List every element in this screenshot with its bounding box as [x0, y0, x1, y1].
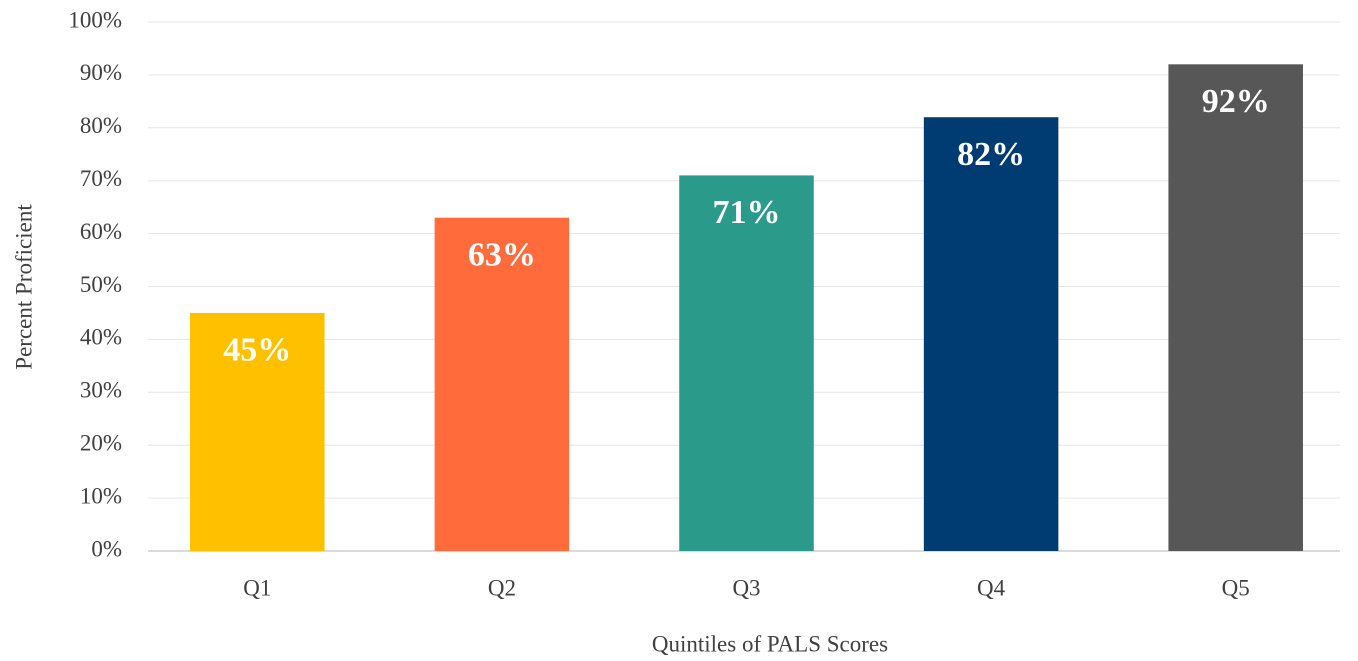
y-tick-label: 30% — [80, 378, 122, 403]
y-tick-label: 10% — [80, 483, 122, 508]
value-label: 71% — [713, 194, 781, 231]
bar — [434, 217, 570, 552]
y-tick-label: 60% — [80, 219, 122, 244]
y-tick-label: 20% — [80, 430, 122, 455]
x-tick-label: Q1 — [243, 575, 271, 600]
x-tick-label: Q3 — [732, 575, 760, 600]
x-axis-label: Quintiles of PALS Scores — [652, 631, 888, 656]
bar — [190, 312, 325, 551]
x-tick-label: Q4 — [977, 575, 1006, 600]
y-tick-label: 70% — [80, 166, 122, 191]
value-label: 92% — [1202, 83, 1270, 120]
y-tick-label: 90% — [80, 60, 122, 85]
value-label: 45% — [223, 332, 291, 369]
x-tick-label: Q2 — [488, 575, 516, 600]
y-tick-label: 40% — [80, 325, 122, 350]
y-axis-label: Percent Proficient — [11, 204, 36, 370]
bar — [1168, 64, 1303, 551]
y-tick-label: 100% — [68, 7, 122, 32]
x-tick-label: Q5 — [1222, 575, 1250, 600]
value-label: 82% — [957, 136, 1025, 173]
y-tick-label: 0% — [91, 536, 122, 561]
y-tick-label: 50% — [80, 272, 122, 297]
value-label: 63% — [468, 237, 536, 274]
y-tick-label: 80% — [80, 113, 122, 138]
bar — [923, 117, 1059, 551]
bar — [679, 175, 814, 551]
